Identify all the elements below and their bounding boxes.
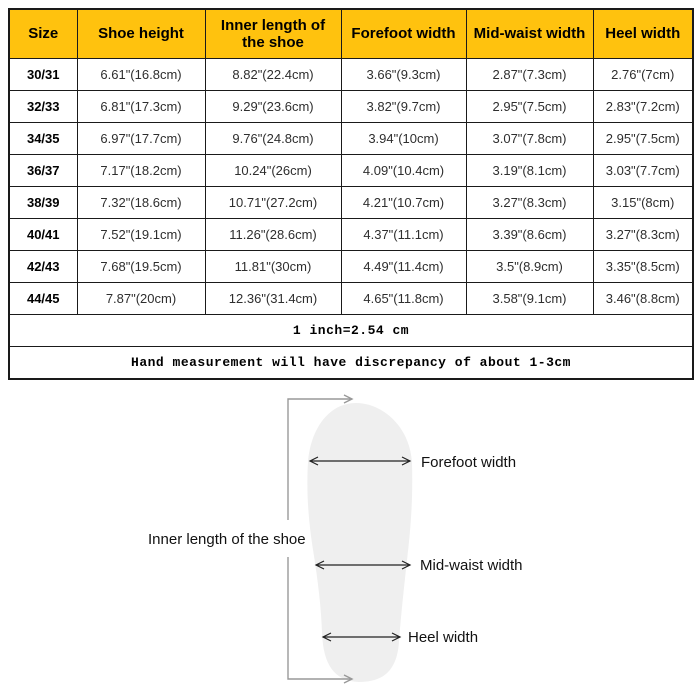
value-cell: 3.07"(7.8cm) bbox=[465, 122, 594, 155]
forefoot-width-label: Forefoot width bbox=[421, 454, 516, 471]
value-cell: 2.87"(7.3cm) bbox=[465, 58, 594, 91]
arrowhead-icon bbox=[343, 674, 354, 684]
column-header: Size bbox=[8, 8, 78, 59]
value-cell: 6.61"(16.8cm) bbox=[76, 58, 206, 91]
value-cell: 3.35"(8.5cm) bbox=[592, 250, 694, 283]
value-cell: 7.68"(19.5cm) bbox=[76, 250, 206, 283]
column-header: Inner length of the shoe bbox=[204, 8, 342, 59]
value-cell: 4.49"(11.4cm) bbox=[340, 250, 467, 283]
heel-width-arrow bbox=[321, 632, 402, 642]
midwaist-width-arrow bbox=[314, 560, 412, 570]
arrowhead-icon bbox=[343, 394, 354, 404]
value-cell: 8.82"(22.4cm) bbox=[204, 58, 342, 91]
note-row: 1 inch=2.54 cm bbox=[8, 314, 694, 347]
value-cell: 2.95"(7.5cm) bbox=[465, 90, 594, 123]
value-cell: 3.94"(10cm) bbox=[340, 122, 467, 155]
value-cell: 7.32"(18.6cm) bbox=[76, 186, 206, 219]
value-cell: 12.36"(31.4cm) bbox=[204, 282, 342, 315]
value-cell: 3.58"(9.1cm) bbox=[465, 282, 594, 315]
table-row: 42/43 7.68"(19.5cm) 11.81"(30cm) 4.49"(11.4… bbox=[8, 250, 694, 283]
heel-width-label: Heel width bbox=[408, 629, 478, 646]
table-row: 34/35 6.97"(17.7cm) 9.76"(24.8cm) 3.94"(10c… bbox=[8, 122, 694, 155]
value-cell: 4.37"(11.1cm) bbox=[340, 218, 467, 251]
size-table: Size Shoe height Inner length of the shoe F… bbox=[8, 8, 694, 380]
table-row: 36/37 7.17"(18.2cm) 10.24"(26cm) 4.09"(10.4… bbox=[8, 154, 694, 187]
value-cell: 3.39"(8.6cm) bbox=[465, 218, 594, 251]
column-header: Shoe height bbox=[76, 8, 206, 59]
value-cell: 2.76"(7cm) bbox=[592, 58, 694, 91]
size-cell: 32/33 bbox=[8, 90, 78, 123]
value-cell: 4.21"(10.7cm) bbox=[340, 186, 467, 219]
value-cell: 3.15"(8cm) bbox=[592, 186, 694, 219]
value-cell: 3.66"(9.3cm) bbox=[340, 58, 467, 91]
value-cell: 3.5"(8.9cm) bbox=[465, 250, 594, 283]
column-header: Mid-waist width bbox=[465, 8, 594, 59]
table-row: 40/41 7.52"(19.1cm) 11.26"(28.6cm) 4.37"(11… bbox=[8, 218, 694, 251]
value-cell: 2.95"(7.5cm) bbox=[592, 122, 694, 155]
note-measurement-discrepancy: Hand measurement will have discrepancy o… bbox=[8, 346, 694, 380]
value-cell: 10.24"(26cm) bbox=[204, 154, 342, 187]
note-row: Hand measurement will have discrepancy o… bbox=[8, 346, 694, 380]
arrowhead-icon bbox=[391, 632, 402, 642]
value-cell: 3.27"(8.3cm) bbox=[465, 186, 594, 219]
inner-length-label: Inner length of the shoe bbox=[148, 531, 306, 548]
table-header-row: Size Shoe height Inner length of the shoe F… bbox=[8, 8, 694, 59]
value-cell: 3.82"(9.7cm) bbox=[340, 90, 467, 123]
forefoot-width-arrow bbox=[308, 456, 412, 466]
value-cell: 11.26"(28.6cm) bbox=[204, 218, 342, 251]
table-row: 30/31 6.61"(16.8cm) 8.82"(22.4cm) 3.66"(9.3… bbox=[8, 58, 694, 91]
column-header: Heel width bbox=[592, 8, 694, 59]
value-cell: 7.17"(18.2cm) bbox=[76, 154, 206, 187]
table-row: 44/45 7.87"(20cm) 12.36"(31.4cm) 4.65"(11.8… bbox=[8, 282, 694, 315]
value-cell: 9.76"(24.8cm) bbox=[204, 122, 342, 155]
value-cell: 3.19"(8.1cm) bbox=[465, 154, 594, 187]
table-row: 32/33 6.81"(17.3cm) 9.29"(23.6cm) 3.82"(9.7… bbox=[8, 90, 694, 123]
size-cell: 30/31 bbox=[8, 58, 78, 91]
arrowhead-icon bbox=[321, 632, 332, 642]
inner-length-guide bbox=[287, 394, 354, 684]
column-header: Forefoot width bbox=[340, 8, 467, 59]
midwaist-width-label: Mid-waist width bbox=[420, 557, 523, 574]
value-cell: 3.27"(8.3cm) bbox=[592, 218, 694, 251]
insole-shape bbox=[307, 403, 413, 682]
arrowhead-icon bbox=[308, 456, 319, 466]
value-cell: 4.09"(10.4cm) bbox=[340, 154, 467, 187]
arrowhead-icon bbox=[401, 560, 412, 570]
note-inch-conversion: 1 inch=2.54 cm bbox=[8, 314, 694, 347]
arrowhead-icon bbox=[314, 560, 325, 570]
size-cell: 36/37 bbox=[8, 154, 78, 187]
arrowhead-icon bbox=[401, 456, 412, 466]
